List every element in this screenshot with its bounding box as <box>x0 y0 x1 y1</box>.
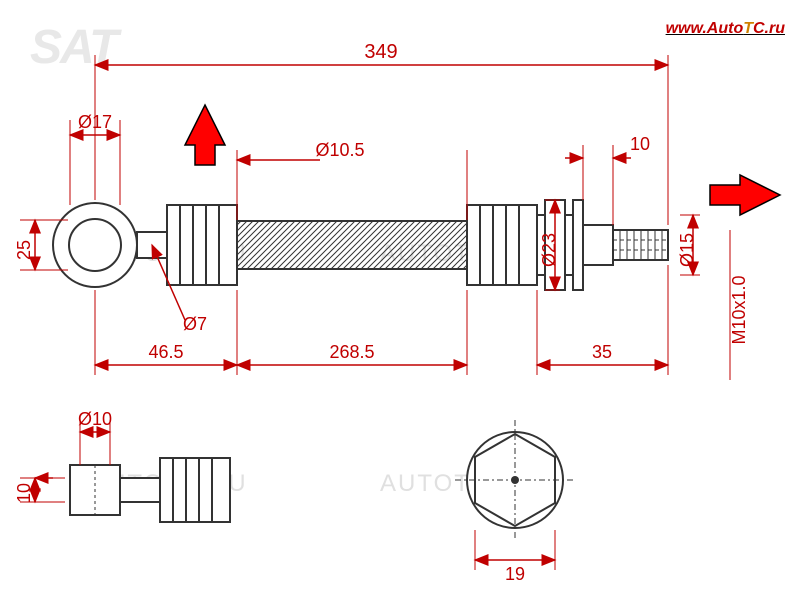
bv-neck <box>120 478 160 502</box>
banjo-inner <box>69 219 121 271</box>
hose-body <box>237 221 467 269</box>
washer-b <box>565 215 573 275</box>
red-arrow-left <box>710 175 780 215</box>
dim-46-5: 46.5 <box>148 342 183 362</box>
dim-19: 19 <box>505 564 525 584</box>
drawing-svg: 349 Ø17 Ø10.5 10 25 Ø23 Ø15 Ø7 46.5 268.… <box>0 0 800 600</box>
dim-25: 25 <box>14 240 34 260</box>
washer-c <box>573 200 583 290</box>
dim-d10-5: Ø10.5 <box>315 140 364 160</box>
dim-d23: Ø23 <box>539 233 559 267</box>
crimp-left <box>167 205 237 285</box>
dim-d7: Ø7 <box>183 314 207 334</box>
fitting-body <box>583 225 613 265</box>
dim-d10: Ø10 <box>78 409 112 429</box>
dim-10-right: 10 <box>630 134 650 154</box>
bv-crimp <box>160 458 230 522</box>
dim-thread: M10x1.0 <box>729 275 749 344</box>
dim-268-5: 268.5 <box>329 342 374 362</box>
dim-10-left: 10 <box>14 483 34 503</box>
dim-35: 35 <box>592 342 612 362</box>
red-arrow-down <box>185 105 225 165</box>
crimp-right <box>467 205 537 285</box>
dim-349: 349 <box>364 41 397 63</box>
dim-d17: Ø17 <box>78 112 112 132</box>
dim-d15: Ø15 <box>677 233 697 267</box>
